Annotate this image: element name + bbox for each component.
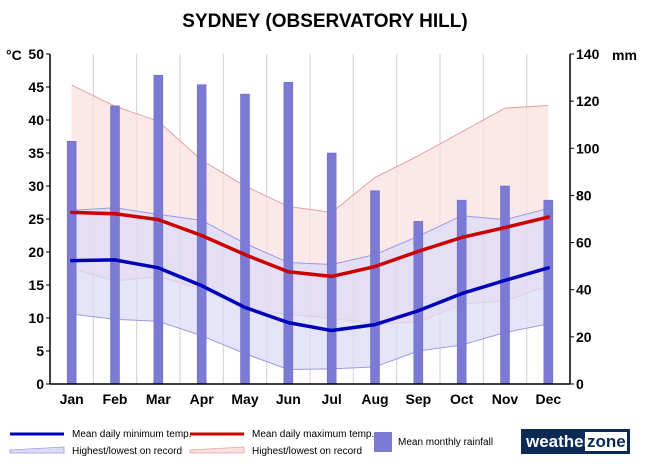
right-tick-label: 0 [576,376,584,392]
legend-min-line-label: Mean daily minimum temp. [72,429,191,440]
right-tick-label: 40 [576,282,592,298]
legend-max-band-label: Highest/lowest on record [252,446,362,457]
left-axis-unit: °C [6,47,22,63]
rainfall-bar-jun [283,82,294,385]
left-tick-labels: 0 5 10 15 20 25 30 35 40 45 50 [28,46,50,392]
left-tick-label: 5 [36,343,44,359]
month-label-jun: Jun [276,391,301,407]
left-tick-label: 20 [28,244,44,260]
month-label-aug: Aug [361,391,388,407]
rainfall-bar-nov [500,185,510,385]
axes: °C mm 0 5 10 15 20 25 30 35 40 45 50 0 20 40 60 80 100 1… [6,46,637,407]
plot-area [66,54,554,385]
month-label-jan: Jan [60,391,84,407]
left-tick-label: 10 [28,310,44,326]
min-record-high-line [71,207,549,266]
month-label-jul: Jul [322,391,342,407]
rainfall-bar-sep [413,221,424,385]
logo-text-weather: weather [525,432,591,451]
left-tick-label: 0 [36,376,44,392]
right-tick-labels: 0 20 40 60 80 100 120 140 [570,46,600,392]
rainfall-bar-jul [326,152,337,385]
month-label-may: May [231,391,258,407]
mean-min-temp-line [69,258,551,333]
month-label-sep: Sep [405,391,431,407]
rainfall-bar-mar [153,74,164,385]
right-tick-label: 80 [576,187,592,203]
mean-max-temp-line [69,210,551,279]
left-tick-label: 15 [28,277,44,293]
month-label-dec: Dec [535,391,561,407]
weatherzone-logo: weather zone [521,429,630,454]
right-tick-label: 20 [576,329,592,345]
left-tick-label: 45 [28,79,44,95]
right-tick-label: 120 [576,93,600,109]
left-tick-label: 40 [28,112,44,128]
chart-title: SYDNEY (OBSERVATORY HILL) [182,11,467,32]
legend-min-band-label: Highest/lowest on record [72,446,182,457]
logo-inner-box [585,432,627,451]
month-label-feb: Feb [103,391,128,407]
month-label-oct: Oct [450,391,474,407]
left-tick-label: 25 [28,211,44,227]
rainfall-bar-feb [110,105,120,385]
month-label-mar: Mar [146,391,171,407]
right-tick-label: 100 [576,140,600,156]
legend-min-band-swatch [9,446,65,454]
right-axis-unit: mm [612,47,637,63]
left-tick-label: 50 [28,46,44,62]
rainfall-bar-aug [370,190,380,385]
month-label-apr: Apr [190,391,215,407]
right-tick-label: 140 [576,46,600,62]
legend: Mean daily minimum temp. Highest/lowest … [9,429,493,457]
legend-max-band-swatch [189,446,245,454]
left-tick-label: 35 [28,145,44,161]
logo-text-zone: zone [587,432,626,451]
rainfall-bar-dec [543,199,554,385]
temperature-lines [69,210,551,333]
min-record-low-line [71,313,549,370]
right-tick-label: 60 [576,235,592,251]
max-record-high-line [71,84,549,213]
legend-max-line-label: Mean daily maximum temp. [252,429,374,440]
legend-rain-label: Mean monthly rainfall [398,437,493,448]
rainfall-bar-may [240,93,250,385]
left-tick-label: 30 [28,178,44,194]
month-label-nov: Nov [492,391,519,407]
legend-rain-swatch [374,432,392,452]
month-labels: Jan Feb Mar Apr May Jun Jul Aug Sep Oct Nov Dec [60,391,562,407]
rainfall-bar-jan [66,140,77,385]
